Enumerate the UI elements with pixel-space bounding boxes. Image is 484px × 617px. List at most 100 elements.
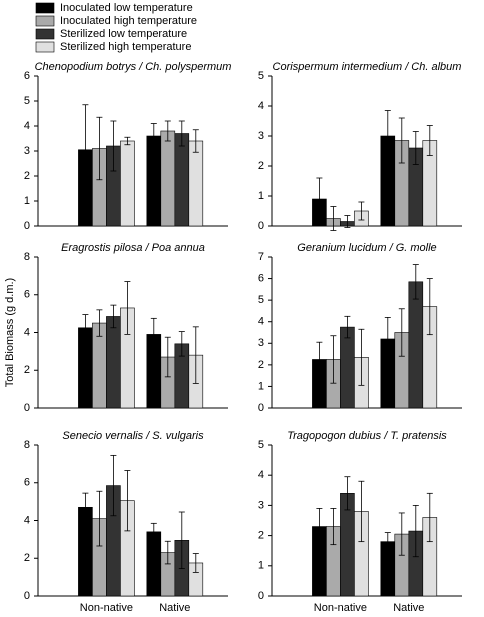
error-bar	[344, 315, 351, 339]
error-bar	[96, 490, 103, 547]
error-bar	[124, 470, 131, 532]
error-bar	[344, 476, 351, 511]
error-bar	[316, 508, 323, 546]
error-bar	[110, 454, 117, 517]
error-bar	[178, 511, 185, 570]
error-bar	[192, 129, 199, 153]
error-bar	[150, 123, 157, 149]
y-tick-label: 5	[258, 294, 264, 306]
error-bar	[82, 314, 89, 342]
error-bar	[344, 215, 351, 228]
bar	[106, 316, 121, 409]
error-bar	[110, 304, 117, 329]
error-bar	[398, 308, 405, 357]
error-bar	[330, 335, 337, 384]
error-bar	[412, 264, 419, 300]
y-tick-label: 0	[24, 402, 30, 414]
legend-swatch	[35, 2, 55, 14]
y-tick-label: 2	[258, 160, 264, 172]
y-tick-label: 2	[258, 359, 264, 371]
error-bar	[192, 553, 199, 573]
error-bar	[192, 326, 199, 384]
error-bar	[82, 492, 89, 522]
panel-title: Tragopogon dubius / T. pratensis	[287, 430, 447, 442]
x-tick-label: Native	[159, 602, 190, 614]
bar	[188, 140, 204, 227]
error-bar	[316, 177, 323, 221]
y-tick-label: 1	[258, 560, 264, 572]
panel-title: Senecio vernalis / S. vulgaris	[62, 430, 204, 442]
panel-title: Corispermum intermedium / Ch. album	[273, 61, 462, 73]
y-tick-label: 1	[258, 190, 264, 202]
error-bar	[358, 201, 365, 221]
y-tick-label: 1	[24, 195, 30, 207]
y-tick-label: 3	[24, 145, 30, 157]
y-tick-label: 5	[258, 70, 264, 82]
y-tick-label: 0	[24, 220, 30, 232]
error-bar	[178, 120, 185, 147]
error-bar	[426, 492, 433, 543]
panel-title: Chenopodium botrys / Ch. polyspermum	[35, 61, 232, 73]
x-tick-label: Non-native	[314, 602, 367, 614]
error-bar	[412, 504, 419, 558]
y-tick-label: 8	[24, 439, 30, 451]
y-tick-label: 6	[258, 272, 264, 284]
error-bar	[96, 309, 103, 337]
panel-title: Geranium lucidum / G. molle	[297, 242, 436, 254]
legend-swatch	[35, 15, 55, 27]
error-bar	[164, 540, 171, 565]
error-bar	[330, 508, 337, 546]
error-bar	[150, 522, 157, 541]
y-tick-label: 4	[24, 514, 30, 526]
y-tick-label: 0	[258, 220, 264, 232]
error-bar	[358, 328, 365, 386]
bar	[146, 531, 162, 597]
error-bar	[150, 317, 157, 351]
y-tick-label: 3	[258, 499, 264, 511]
error-bar	[330, 206, 337, 231]
y-tick-label: 3	[258, 130, 264, 142]
error-bar	[398, 512, 405, 556]
error-bar	[426, 278, 433, 336]
error-bar	[110, 120, 117, 172]
legend-label: Sterilized high temperature	[60, 41, 191, 53]
y-tick-label: 6	[24, 289, 30, 301]
y-tick-label: 4	[258, 100, 264, 112]
y-tick-label: 2	[24, 364, 30, 376]
y-tick-label: 0	[258, 402, 264, 414]
y-tick-label: 0	[258, 590, 264, 602]
y-tick-label: 8	[24, 251, 30, 263]
y-tick-label: 0	[24, 590, 30, 602]
error-bar	[412, 131, 419, 165]
error-bar	[398, 117, 405, 164]
y-tick-label: 6	[24, 70, 30, 82]
legend-swatch	[35, 28, 55, 40]
error-bar	[178, 331, 185, 357]
y-tick-label: 7	[258, 251, 264, 263]
y-tick-label: 5	[258, 439, 264, 451]
y-tick-label: 3	[258, 337, 264, 349]
bar	[174, 133, 190, 227]
error-bar	[384, 316, 391, 361]
y-tick-label: 2	[24, 552, 30, 564]
legend-label: Inoculated high temperature	[60, 15, 197, 27]
bar	[408, 281, 424, 409]
bar	[146, 135, 162, 227]
y-tick-label: 2	[258, 530, 264, 542]
error-bar	[124, 136, 131, 146]
y-tick-label: 5	[24, 95, 30, 107]
y-tick-label: 4	[24, 120, 30, 132]
y-axis-label: Total Biomass (g d.m.)	[4, 278, 16, 387]
error-bar	[124, 281, 131, 335]
error-bar	[164, 120, 171, 142]
bar	[340, 326, 355, 409]
legend-swatch	[35, 41, 55, 53]
error-bar	[96, 116, 103, 181]
error-bar	[316, 341, 323, 378]
bar	[160, 130, 176, 227]
y-tick-label: 6	[24, 477, 30, 489]
error-bar	[164, 336, 171, 378]
error-bar	[384, 532, 391, 552]
error-bar	[384, 110, 391, 162]
legend-label: Inoculated low temperature	[60, 2, 193, 14]
